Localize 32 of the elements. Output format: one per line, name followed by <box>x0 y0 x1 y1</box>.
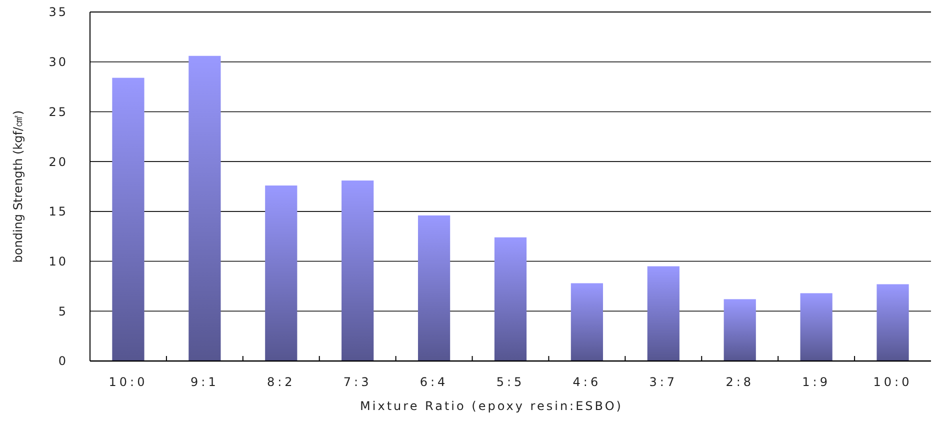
x-tick-label: 1:9 <box>802 375 830 389</box>
y-tick-label: 0 <box>58 354 68 368</box>
x-tick-label: 4:6 <box>572 375 602 389</box>
x-tick-label: 10:0 <box>873 375 912 389</box>
y-axis-title: bonding Strength (kgf/㎠) <box>11 110 25 263</box>
bar <box>570 283 604 361</box>
x-tick-label: 7:3 <box>343 375 372 389</box>
y-tick-label: 15 <box>48 204 68 219</box>
bar <box>418 215 450 361</box>
x-tick-label: 2:8 <box>726 375 754 389</box>
y-tick-label: 10 <box>48 254 68 268</box>
y-tick-label: 20 <box>48 154 68 169</box>
bar <box>647 266 680 361</box>
x-tick-label: 3:7 <box>649 375 678 389</box>
x-tick-label: 9:1 <box>190 375 219 389</box>
bar <box>342 180 374 361</box>
bar <box>876 284 909 361</box>
bar <box>724 299 756 361</box>
x-axis-title: Mixture Ratio (epoxy resin:ESBO) <box>360 399 623 413</box>
y-tick-label: 35 <box>48 5 68 20</box>
bar <box>112 78 144 361</box>
bar <box>188 56 221 361</box>
y-tick-label: 30 <box>48 55 68 70</box>
bar <box>494 237 527 361</box>
bar <box>800 293 832 361</box>
bar <box>265 186 298 361</box>
x-tick-label: 6:4 <box>420 375 448 389</box>
x-tick-label: 10:0 <box>108 375 148 389</box>
y-tick-label: 5 <box>58 304 68 318</box>
x-tick-label: 5:5 <box>496 375 525 389</box>
x-tick-label: 8:2 <box>266 375 296 389</box>
y-tick-label: 25 <box>48 104 68 119</box>
